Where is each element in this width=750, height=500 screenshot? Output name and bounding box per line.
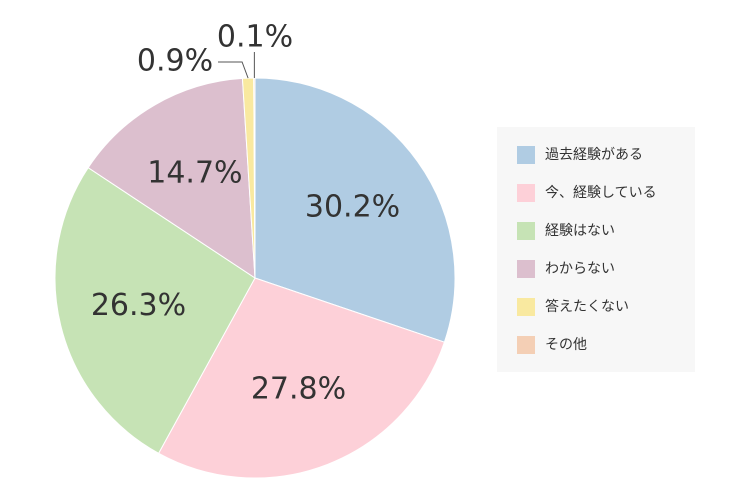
pie-slice <box>254 77 456 343</box>
value-label: 0.1% <box>217 20 293 55</box>
legend-swatch <box>517 222 535 240</box>
pie-slice <box>54 166 256 454</box>
legend-label: 過去経験がある <box>545 147 643 163</box>
pie-slice <box>87 77 256 279</box>
legend-swatch <box>517 146 535 164</box>
value-label: 30.2% <box>305 190 400 225</box>
legend-box <box>497 127 695 372</box>
legend-label: 今、経験している <box>545 185 657 201</box>
legend-label: 経験はない <box>545 223 615 239</box>
legend-label: わからない <box>545 261 615 277</box>
legend-swatch <box>517 298 535 316</box>
value-label: 27.8% <box>251 371 346 406</box>
leader-line <box>218 61 249 79</box>
value-label: 0.9% <box>137 44 213 79</box>
legend-label: その他 <box>545 337 587 353</box>
value-label: 26.3% <box>91 288 186 323</box>
legend-swatch <box>517 260 535 278</box>
pie-slice <box>157 277 446 479</box>
value-label: 14.7% <box>147 156 242 191</box>
legend-swatch <box>517 336 535 354</box>
legend-swatch <box>517 184 535 202</box>
legend-label: 答えたくない <box>545 298 629 315</box>
